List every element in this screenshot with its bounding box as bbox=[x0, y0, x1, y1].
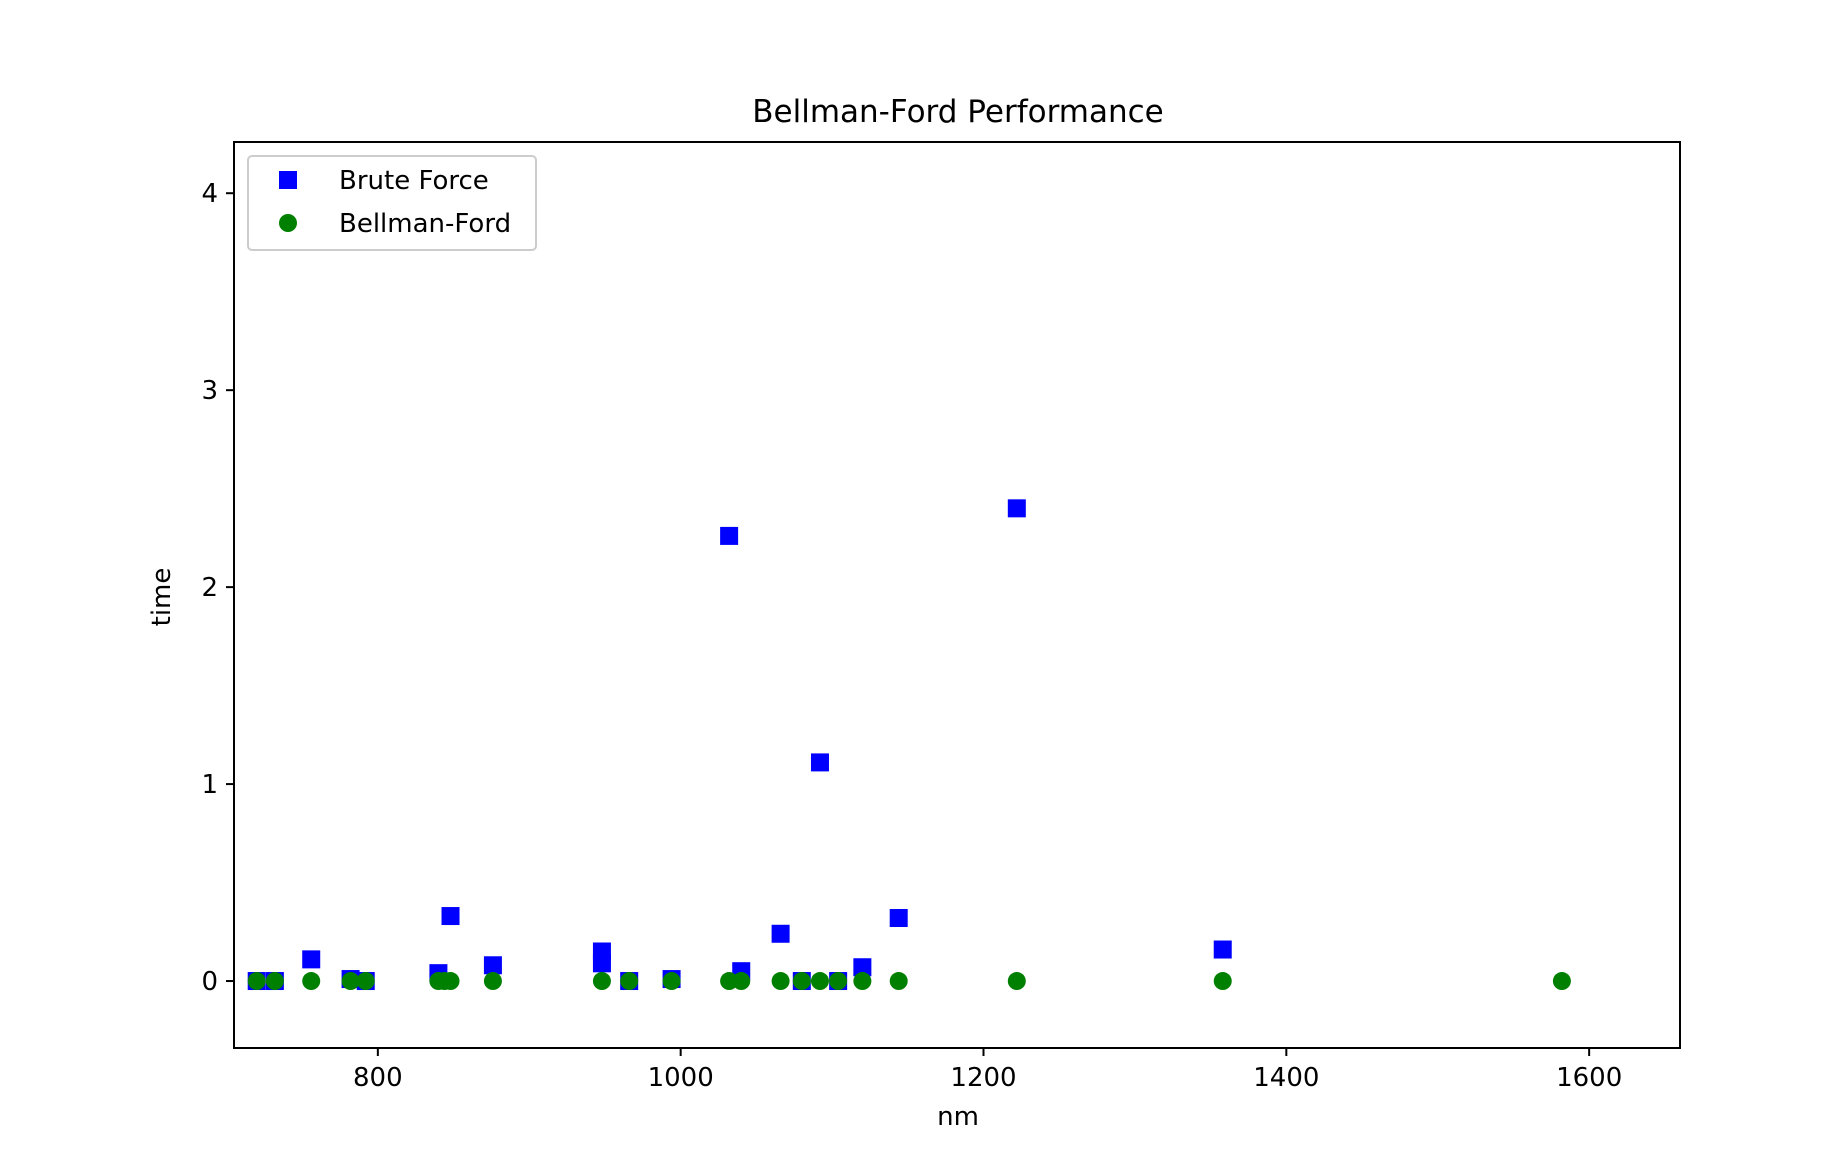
data-point-circle bbox=[829, 972, 848, 991]
data-point-circle bbox=[792, 972, 811, 991]
data-point-square bbox=[1007, 499, 1026, 518]
data-point-circle bbox=[889, 972, 908, 991]
x-tick-label: 1000 bbox=[648, 1063, 714, 1093]
y-tick-label: 4 bbox=[201, 179, 218, 209]
data-point-square bbox=[302, 950, 321, 969]
x-tick-label: 1400 bbox=[1253, 1063, 1319, 1093]
chart-title: Bellman-Ford Performance bbox=[752, 94, 1163, 130]
data-point-circle bbox=[341, 972, 360, 991]
plot-frame bbox=[233, 141, 1681, 1049]
data-point-circle bbox=[302, 972, 321, 991]
y-tick-label: 3 bbox=[201, 376, 218, 406]
x-tick-label: 800 bbox=[353, 1063, 403, 1093]
data-point-circle bbox=[1213, 972, 1232, 991]
data-point-square bbox=[810, 753, 829, 772]
y-axis-label: time bbox=[147, 568, 177, 627]
data-point-circle bbox=[662, 972, 681, 991]
legend-label: Bellman-Ford bbox=[339, 209, 511, 239]
y-tick-label: 2 bbox=[201, 573, 218, 603]
data-point-circle bbox=[356, 972, 375, 991]
y-tick-label: 1 bbox=[201, 770, 218, 800]
data-point-circle bbox=[592, 972, 611, 991]
legend: Brute Force Bellman-Ford bbox=[247, 155, 537, 251]
series-2 bbox=[247, 972, 1571, 991]
data-point-square bbox=[771, 924, 790, 943]
data-point-circle bbox=[620, 972, 639, 991]
data-point-square bbox=[889, 909, 908, 928]
data-point-square bbox=[441, 907, 460, 926]
data-point-circle bbox=[247, 972, 266, 991]
y-tick-label: 0 bbox=[201, 967, 218, 997]
legend-box bbox=[247, 155, 537, 251]
data-point-circle bbox=[853, 972, 872, 991]
data-point-circle bbox=[265, 972, 284, 991]
data-point-circle bbox=[771, 972, 790, 991]
data-point-circle bbox=[1552, 972, 1571, 991]
legend-label: Brute Force bbox=[339, 166, 489, 196]
data-point-circle bbox=[732, 972, 751, 991]
plot-marks bbox=[247, 499, 1571, 991]
data-point-square bbox=[483, 956, 502, 975]
data-point-circle bbox=[441, 972, 460, 991]
legend-marker-circle bbox=[279, 214, 297, 232]
axes: 800 1000 1200 1400 1600 0 1 2 3 4 bbox=[201, 141, 1681, 1093]
data-point-square bbox=[720, 526, 739, 545]
data-point-square bbox=[853, 958, 872, 977]
data-point-circle bbox=[483, 972, 502, 991]
x-tick-label: 1600 bbox=[1556, 1063, 1622, 1093]
data-point-circle bbox=[810, 972, 829, 991]
legend-marker-square bbox=[279, 171, 297, 189]
data-point-square bbox=[592, 954, 611, 973]
x-axis-label: nm bbox=[937, 1102, 979, 1132]
x-tick-label: 1200 bbox=[950, 1063, 1016, 1093]
data-point-circle bbox=[1007, 972, 1026, 991]
data-point-square bbox=[1213, 940, 1232, 959]
